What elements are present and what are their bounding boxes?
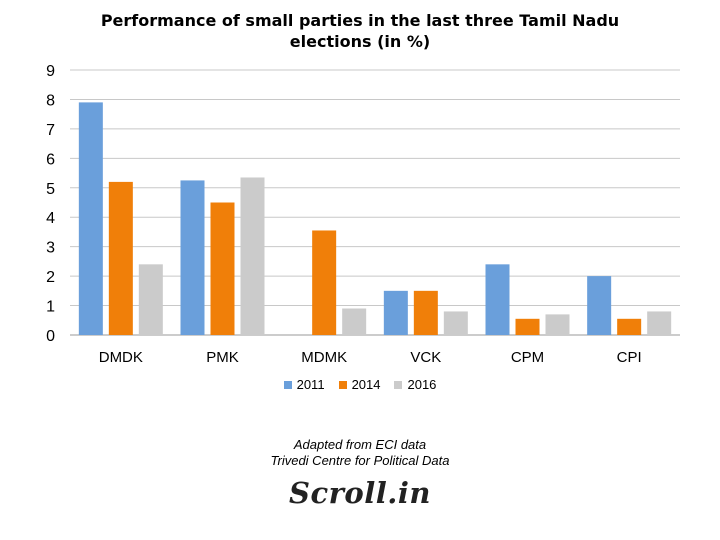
legend-swatch-2014 bbox=[338, 380, 347, 389]
chart-title-line-2: elections (in %) bbox=[289, 32, 431, 51]
bar-cpi-2011 bbox=[587, 276, 612, 335]
source-line-1: Adapted from ECI data bbox=[293, 437, 427, 452]
legend-label-2016: 2016 bbox=[407, 377, 437, 392]
bar-dmdk-2014 bbox=[108, 181, 133, 335]
y-axis-tick-labels: 0 1 2 3 4 5 6 7 8 9 bbox=[46, 63, 55, 345]
bar-vck-2014 bbox=[413, 290, 438, 335]
x-tick-label-pmk: PMK bbox=[206, 349, 239, 366]
scroll-logo: Scroll.in bbox=[289, 476, 431, 510]
bar-mdmk-2016 bbox=[342, 308, 367, 335]
bar-cpi-2016 bbox=[647, 311, 672, 335]
y-tick-label-7: 7 bbox=[46, 122, 55, 139]
bar-chart: 0 1 2 3 4 5 6 7 8 9 DMDK PMK MDMK VCK CPM CPI bbox=[46, 63, 680, 366]
legend: 2011 2014 2016 bbox=[0, 377, 720, 392]
x-tick-label-cpi: CPI bbox=[617, 349, 642, 366]
legend-swatch-2011 bbox=[283, 380, 292, 389]
x-tick-label-dmdk: DMDK bbox=[99, 349, 143, 366]
y-tick-label-5: 5 bbox=[46, 181, 55, 198]
legend-label-2014: 2014 bbox=[351, 377, 381, 392]
legend-label-2011: 2011 bbox=[296, 377, 325, 392]
x-tick-label-cpm: CPM bbox=[511, 349, 544, 366]
legend-item-2011: 2011 bbox=[283, 377, 325, 392]
y-tick-label-0: 0 bbox=[46, 328, 55, 345]
legend-swatch-2016 bbox=[394, 380, 403, 389]
y-tick-label-3: 3 bbox=[46, 240, 55, 257]
y-tick-label-9: 9 bbox=[46, 63, 55, 80]
bar-cpm-2014 bbox=[515, 318, 540, 335]
source-line-2: Trivedi Centre for Political Data bbox=[270, 453, 450, 468]
gridlines bbox=[70, 69, 680, 336]
legend-item-2016: 2016 bbox=[394, 377, 436, 392]
bar-pmk-2014 bbox=[210, 202, 235, 335]
x-tick-label-mdmk: MDMK bbox=[301, 349, 347, 366]
y-tick-label-1: 1 bbox=[46, 299, 55, 316]
legend-item-2014: 2014 bbox=[338, 377, 381, 392]
bar-vck-2016 bbox=[443, 311, 468, 335]
bar-pmk-2011 bbox=[180, 180, 205, 335]
bar-pmk-2016 bbox=[240, 177, 265, 335]
y-tick-label-8: 8 bbox=[46, 92, 55, 109]
bar-dmdk-2016 bbox=[138, 264, 163, 335]
bar-vck-2011 bbox=[383, 290, 408, 335]
y-tick-label-4: 4 bbox=[46, 210, 55, 227]
bar-mdmk-2014 bbox=[312, 230, 337, 335]
y-tick-label-6: 6 bbox=[46, 151, 55, 168]
x-tick-label-vck: VCK bbox=[410, 349, 441, 366]
source-note: Adapted from ECI data Trivedi Centre for… bbox=[0, 437, 720, 469]
bar-dmdk-2011 bbox=[78, 102, 103, 335]
chart-title-line-1: Performance of small parties in the last… bbox=[100, 11, 620, 30]
bars bbox=[78, 102, 672, 335]
bar-cpm-2016 bbox=[545, 314, 570, 335]
bar-cpm-2011 bbox=[485, 264, 510, 335]
y-tick-label-2: 2 bbox=[46, 269, 55, 286]
bar-cpi-2014 bbox=[617, 318, 642, 335]
chart-title: Performance of small parties in the last… bbox=[0, 10, 720, 52]
x-axis-tick-labels: DMDK PMK MDMK VCK CPM CPI bbox=[99, 349, 642, 366]
